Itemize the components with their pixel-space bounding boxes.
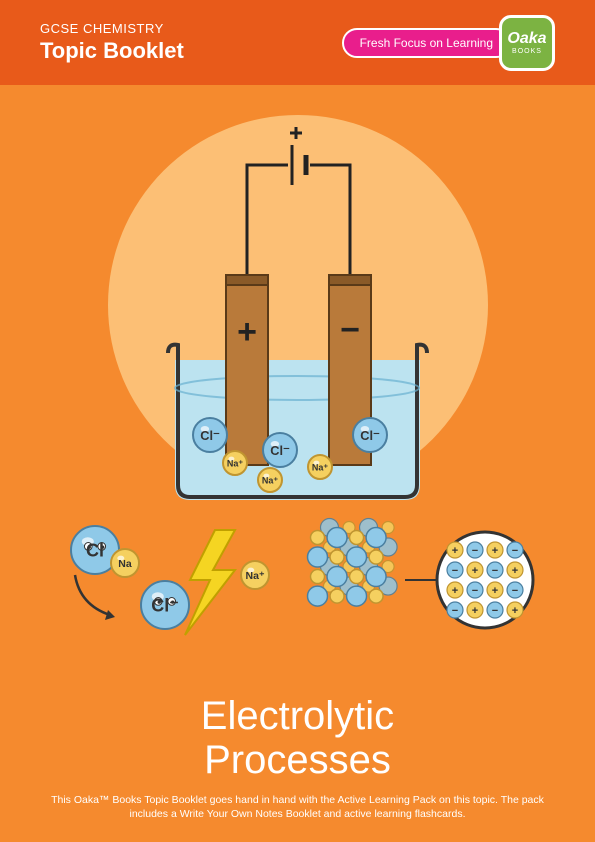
logo-main: Oaka [507,30,546,48]
circuit [247,127,350,280]
lightning-bolt-icon [185,530,235,635]
svg-text:−: − [512,545,518,557]
svg-text:−: − [452,605,458,617]
main-title-line1: Electrolytic [0,694,595,738]
page-root: GCSE CHEMISTRY Topic Booklet Fresh Focus… [0,0,595,842]
negative-symbol: − [340,311,360,349]
svg-text:−: − [452,565,458,577]
svg-text:−: − [472,585,478,597]
svg-text:Cl: Cl [86,541,104,561]
svg-text:Na: Na [118,558,132,570]
svg-text:Na⁺: Na⁺ [312,462,329,472]
svg-text:+: + [512,605,518,617]
svg-text:+: + [472,565,478,577]
svg-text:−: − [472,545,478,557]
svg-text:Na⁺: Na⁺ [262,475,279,485]
positive-symbol: + [237,313,257,351]
svg-text:Na⁺: Na⁺ [227,458,244,468]
bottom-atoms: Cl Na Cl⁻ Na⁺ [71,526,269,629]
svg-text:−: − [512,585,518,597]
svg-text:+: + [512,565,518,577]
title-block: Electrolytic Processes [0,694,595,782]
logo-badge: Oaka BOOKS [499,15,555,71]
header-text: GCSE CHEMISTRY Topic Booklet [40,21,184,64]
svg-text:−: − [492,565,498,577]
dissociation-arrow [75,575,110,615]
diagram-area: + − Cl⁻ Na⁺ Cl⁻ Na⁺ Na⁺ Cl⁻ Cl Na Cl⁻ Na⁺ [0,85,595,672]
svg-text:Cl⁻: Cl⁻ [360,428,380,443]
svg-text:+: + [452,585,458,597]
focus-badge: Fresh Focus on Learning [342,28,511,58]
header-title: Topic Booklet [40,38,184,64]
header-subtitle: GCSE CHEMISTRY [40,21,184,36]
logo-sub: BOOKS [512,48,542,55]
ionic-lattice [308,519,398,607]
footer-text: This Oaka™ Books Topic Booklet goes hand… [50,793,545,822]
header-bar: GCSE CHEMISTRY Topic Booklet Fresh Focus… [0,0,595,85]
svg-text:+: + [492,545,498,557]
electrolysis-diagram: + − Cl⁻ Na⁺ Cl⁻ Na⁺ Na⁺ Cl⁻ Cl Na Cl⁻ Na⁺ [0,85,595,672]
zoom-circle: + − + − − + − + + − + − − + − + [437,532,533,628]
svg-text:Cl⁻: Cl⁻ [151,596,179,616]
svg-text:+: + [472,605,478,617]
svg-text:Cl⁻: Cl⁻ [270,443,290,458]
badge-group: Fresh Focus on Learning Oaka BOOKS [342,15,555,71]
svg-text:Cl⁻: Cl⁻ [200,428,220,443]
svg-text:Na⁺: Na⁺ [246,570,265,582]
svg-text:−: − [492,605,498,617]
arrow-head [105,610,115,620]
main-title-line2: Processes [0,738,595,782]
svg-text:+: + [492,585,498,597]
svg-text:+: + [452,545,458,557]
